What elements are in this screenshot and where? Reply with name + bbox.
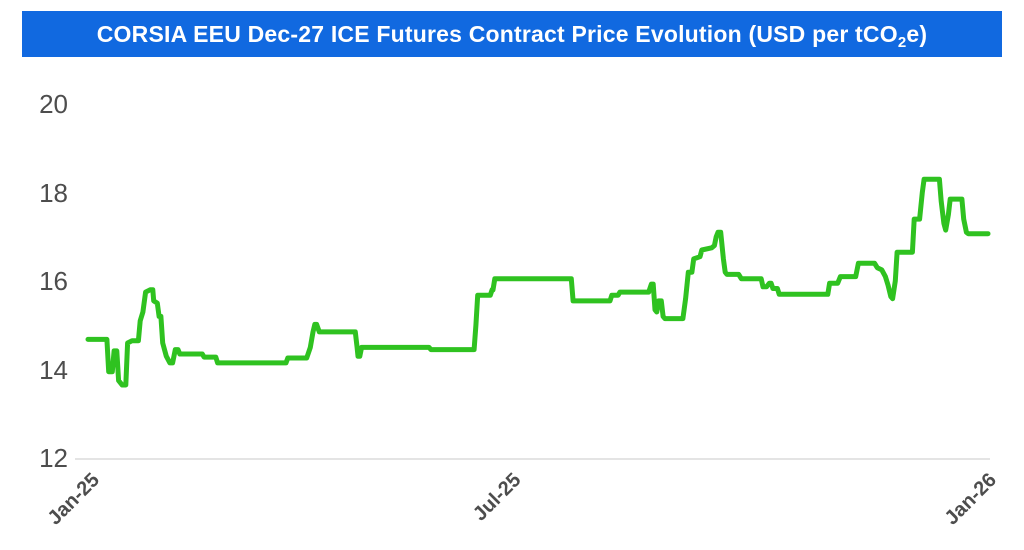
y-tick-label-16: 16 — [39, 266, 68, 296]
y-tick-label-20: 20 — [39, 89, 68, 119]
y-tick-label-18: 18 — [39, 177, 68, 208]
chart-title-bar: CORSIA EEU Dec-27 ICE Futures Contract P… — [22, 11, 1002, 57]
price-line — [85, 176, 991, 388]
chart-title: CORSIA EEU Dec-27 ICE Futures Contract P… — [96, 20, 928, 51]
title-subscript: 2 — [897, 33, 907, 51]
y-tick-label-12: 12 — [39, 443, 68, 473]
y-tick-label-14: 14 — [39, 354, 68, 385]
